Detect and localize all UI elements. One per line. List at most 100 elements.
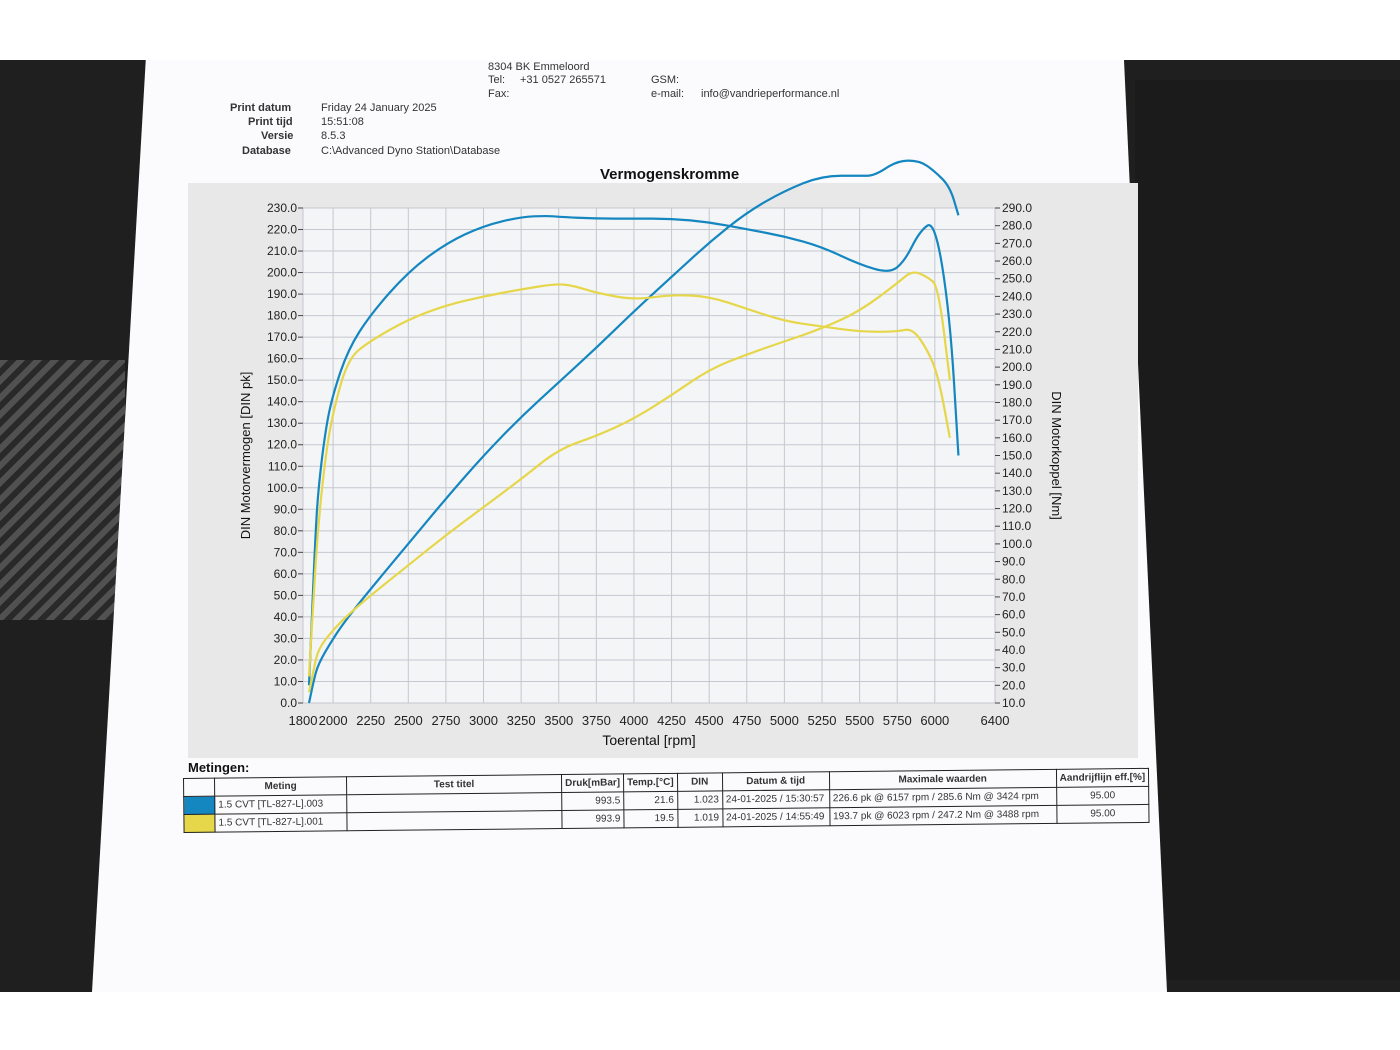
y-tick-label: 110.0 — [268, 459, 297, 473]
x-tick-label: 4500 — [695, 713, 724, 728]
y-tick-label: 40.0 — [274, 610, 298, 624]
y-tick-label: 70.0 — [274, 545, 298, 559]
y2-tick-label: 160.0 — [1002, 431, 1032, 445]
y2-tick-label: 270.0 — [1002, 236, 1032, 250]
cell-datum: 24-01-2025 / 14:55:49 — [722, 807, 830, 827]
print-tijd-label: Print tijd — [248, 116, 293, 128]
y-tick-label: 140.0 — [267, 395, 297, 409]
y2-tick-label: 140.0 — [1002, 466, 1032, 480]
y2-tick-label: 230.0 — [1002, 307, 1032, 321]
y-tick-label: 190.0 — [267, 287, 297, 301]
y2-tick-label: 210.0 — [1002, 342, 1032, 356]
col-eff: Aandrijflijn eff.[%] — [1056, 768, 1149, 788]
plot-area — [302, 207, 996, 704]
x-tick-label: 2000 — [319, 713, 348, 728]
series-color-swatch — [183, 814, 216, 833]
y2-tick-label: 110.0 — [1002, 519, 1031, 533]
x-tick-label: 5000 — [770, 713, 799, 728]
series-line-blue-torque — [307, 214, 960, 686]
x-tick-label: 6000 — [920, 713, 949, 728]
y-tick-label: 50.0 — [274, 588, 298, 602]
print-datum-label: Print datum — [230, 102, 292, 114]
cell-temp: 21.6 — [623, 791, 678, 810]
y2-tick-label: 190.0 — [1002, 378, 1032, 392]
versie-value: 8.5.3 — [321, 130, 346, 142]
y2-tick-label: 10.0 — [1002, 696, 1026, 710]
col-druk: Druk[mBar] — [561, 773, 624, 793]
y-tick-label: 220.0 — [267, 223, 297, 237]
y2-tick-label: 200.0 — [1002, 360, 1032, 374]
y-tick-label: 10.0 — [274, 674, 298, 688]
y2-axis-label: DIN Motorkoppel [Nm] — [1049, 391, 1064, 520]
col-test-titel: Test titel — [346, 774, 562, 795]
x-tick-label: 6400 — [981, 713, 1010, 728]
cell-eff: 95.00 — [1056, 804, 1150, 824]
y-tick-label: 20.0 — [274, 653, 298, 667]
tel-value: +31 0527 265571 — [520, 74, 606, 86]
y-tick-label: 180.0 — [267, 309, 297, 323]
email-label: e-mail: — [651, 88, 685, 100]
y-tick-label: 60.0 — [274, 567, 298, 581]
tel-label: Tel: — [488, 74, 506, 86]
y2-tick-label: 150.0 — [1002, 449, 1032, 463]
measurements-table: Meting Test titel Druk[mBar] Temp.[°C] D… — [183, 768, 1150, 833]
y2-tick-label: 280.0 — [1002, 219, 1032, 233]
versie-label: Versie — [261, 130, 294, 142]
y-tick-label: 30.0 — [274, 631, 298, 645]
database-value: C:\Advanced Dyno Station\Database — [321, 145, 501, 157]
x-tick-label: 5500 — [845, 713, 874, 728]
cell-eff: 95.00 — [1056, 786, 1150, 806]
email-value: info@vandrieperformance.nl — [701, 88, 840, 100]
y2-tick-label: 220.0 — [1002, 325, 1032, 339]
y-tick-label: 170.0 — [267, 330, 297, 344]
cell-din: 1.019 — [677, 808, 723, 828]
series-color-swatch — [183, 796, 215, 815]
col-datum: Datum & tijd — [722, 771, 830, 791]
x-tick-label: 5250 — [808, 713, 837, 728]
col-meting: Meting — [214, 776, 347, 797]
y2-tick-label: 120.0 — [1002, 502, 1032, 516]
y2-tick-label: 30.0 — [1002, 661, 1026, 675]
fax-label: Fax: — [488, 88, 510, 100]
col-din: DIN — [677, 772, 723, 792]
series-line-yellow-power — [307, 271, 951, 693]
cell-din: 1.023 — [677, 790, 723, 810]
y-tick-label: 80.0 — [274, 524, 298, 538]
print-datum-value: Friday 24 January 2025 — [321, 102, 437, 114]
y2-tick-label: 100.0 — [1002, 537, 1032, 551]
cell-test-titel — [346, 810, 563, 831]
col-max: Maximale waarden — [829, 769, 1057, 790]
cell-meting: 1.5 CVT [TL-827-L].001 — [214, 812, 348, 833]
y-tick-label: 0.0 — [280, 696, 297, 710]
seat-fabric-right — [1135, 80, 1400, 980]
y2-tick-label: 250.0 — [1002, 272, 1032, 286]
y2-tick-label: 40.0 — [1002, 643, 1026, 657]
y2-tick-label: 180.0 — [1002, 395, 1032, 409]
y2-tick-label: 80.0 — [1002, 572, 1026, 586]
series-line-blue-power — [307, 159, 960, 704]
y2-tick-label: 130.0 — [1002, 484, 1032, 498]
y-tick-label: 120.0 — [267, 438, 297, 452]
address-line: 8304 BK Emmeloord — [488, 61, 590, 73]
x-tick-label: 2250 — [356, 713, 385, 728]
y2-tick-label: 240.0 — [1002, 289, 1032, 303]
y2-tick-label: 290.0 — [1002, 201, 1032, 215]
x-tick-label: 5750 — [883, 713, 912, 728]
y-tick-label: 130.0 — [267, 416, 297, 430]
cell-druk: 993.5 — [561, 791, 624, 811]
x-tick-label: 3500 — [544, 713, 573, 728]
x-tick-label: 3750 — [582, 713, 611, 728]
col-temp: Temp.[°C] — [623, 773, 678, 792]
x-tick-label: 3000 — [469, 713, 498, 728]
measurements-title: Metingen: — [188, 760, 250, 775]
y-tick-label: 100.0 — [267, 481, 297, 495]
cell-druk: 993.9 — [561, 809, 625, 829]
cell-max: 226.6 pk @ 6157 rpm / 285.6 Nm @ 3424 rp… — [829, 787, 1057, 808]
y2-tick-label: 20.0 — [1002, 678, 1026, 692]
x-tick-label: 4000 — [619, 713, 648, 728]
database-label: Database — [242, 145, 291, 157]
color-header — [183, 778, 215, 797]
y2-tick-label: 90.0 — [1002, 555, 1026, 569]
cell-datum: 24-01-2025 / 15:30:57 — [722, 789, 830, 809]
gsm-label: GSM: — [651, 74, 680, 86]
